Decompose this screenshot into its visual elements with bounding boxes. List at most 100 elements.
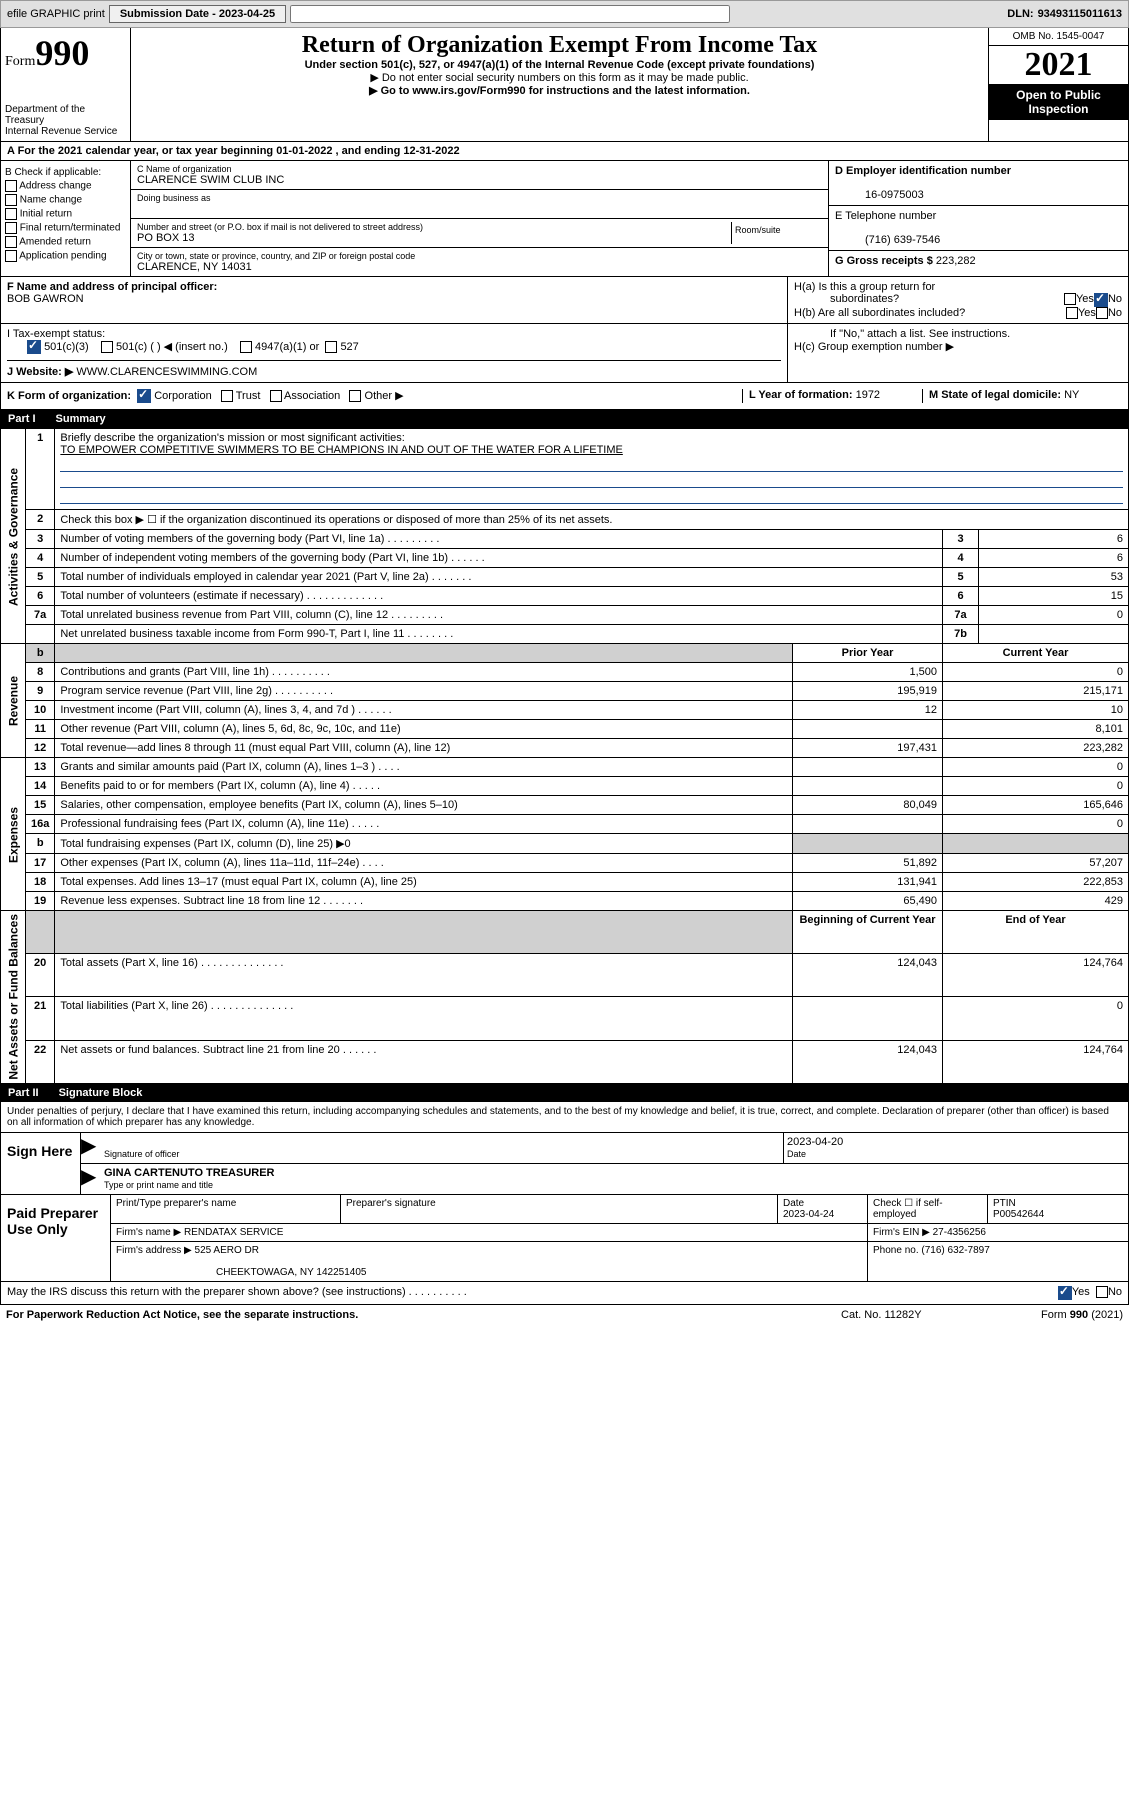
hdr-prior: Prior Year bbox=[793, 644, 943, 663]
firm-city: CHEEKTOWAGA, NY 142251405 bbox=[116, 1267, 366, 1278]
disclaimer: Under penalties of perjury, I declare th… bbox=[0, 1102, 1129, 1133]
c17: 57,207 bbox=[943, 854, 1129, 873]
j-label: J Website: ▶ bbox=[7, 366, 73, 378]
line-11: Other revenue (Part VIII, column (A), li… bbox=[55, 720, 793, 739]
c19: 429 bbox=[943, 892, 1129, 911]
check-yes-irs[interactable] bbox=[1058, 1286, 1072, 1300]
dept-label: Department of the Treasury Internal Reve… bbox=[5, 74, 126, 137]
p21 bbox=[793, 997, 943, 1040]
sign-here-section: Sign Here ▶ Signature of officer 2023-04… bbox=[0, 1133, 1129, 1195]
val-3: 6 bbox=[979, 530, 1129, 549]
check-527[interactable] bbox=[325, 341, 337, 353]
ha-label: H(a) Is this a group return for bbox=[794, 281, 1122, 293]
hb-label: H(b) Are all subordinates included? bbox=[794, 307, 1066, 319]
c-label: C Name of organization bbox=[137, 164, 822, 174]
check-self-employed[interactable]: Check ☐ if self-employed bbox=[868, 1195, 988, 1223]
ptin-label: PTIN bbox=[993, 1198, 1016, 1209]
check-trust[interactable] bbox=[221, 390, 233, 402]
p14 bbox=[793, 777, 943, 796]
top-input[interactable] bbox=[290, 5, 730, 23]
c9: 215,171 bbox=[943, 682, 1129, 701]
c12: 223,282 bbox=[943, 739, 1129, 758]
hdr-current: Current Year bbox=[943, 644, 1129, 663]
submission-date-btn[interactable]: Submission Date - 2023-04-25 bbox=[109, 5, 286, 23]
form-subtitle-2: ▶ Do not enter social security numbers o… bbox=[141, 71, 978, 84]
line-2: Check this box ▶ ☐ if the organization d… bbox=[55, 510, 1129, 530]
line-14: Benefits paid to or for members (Part IX… bbox=[55, 777, 793, 796]
city-value: CLARENCE, NY 14031 bbox=[137, 261, 822, 273]
footer-cat: Cat. No. 11282Y bbox=[841, 1309, 1041, 1321]
summary-table: Activities & Governance 1 Briefly descri… bbox=[0, 428, 1129, 1084]
b-label: B Check if applicable: bbox=[5, 167, 126, 178]
tax-year: 2021 bbox=[989, 46, 1128, 84]
form-title: Return of Organization Exempt From Incom… bbox=[141, 32, 978, 59]
dln-value: 93493115011613 bbox=[1038, 8, 1122, 20]
type-name-label: Type or print name and title bbox=[104, 1180, 213, 1190]
line-21: Total liabilities (Part X, line 26) . . … bbox=[55, 997, 793, 1040]
c13: 0 bbox=[943, 758, 1129, 777]
form-subtitle-1: Under section 501(c), 527, or 4947(a)(1)… bbox=[141, 59, 978, 71]
line-7a: Total unrelated business revenue from Pa… bbox=[55, 606, 943, 625]
check-pending[interactable]: Application pending bbox=[5, 250, 126, 262]
m-label: M State of legal domicile: bbox=[929, 389, 1061, 401]
prep-date-label: Date bbox=[783, 1198, 804, 1209]
sig-officer-label: Signature of officer bbox=[104, 1149, 179, 1159]
check-501c[interactable] bbox=[101, 341, 113, 353]
c20: 124,764 bbox=[943, 954, 1129, 997]
line-3: Number of voting members of the governin… bbox=[55, 530, 943, 549]
check-final[interactable]: Final return/terminated bbox=[5, 222, 126, 234]
city-label: City or town, state or province, country… bbox=[137, 251, 822, 261]
p11 bbox=[793, 720, 943, 739]
officer-name: BOB GAWRON bbox=[7, 293, 84, 305]
check-corp[interactable] bbox=[137, 389, 151, 403]
check-assoc[interactable] bbox=[270, 390, 282, 402]
footer-form: Form 990 (2021) bbox=[1041, 1309, 1123, 1321]
c11: 8,101 bbox=[943, 720, 1129, 739]
check-address[interactable]: Address change bbox=[5, 180, 126, 192]
side-expenses: Expenses bbox=[1, 758, 26, 911]
p12: 197,431 bbox=[793, 739, 943, 758]
check-4947[interactable] bbox=[240, 341, 252, 353]
val-5: 53 bbox=[979, 568, 1129, 587]
receipts-value: 223,282 bbox=[936, 255, 976, 267]
line-20: Total assets (Part X, line 16) . . . . .… bbox=[55, 954, 793, 997]
section-b: B Check if applicable: Address change Na… bbox=[0, 161, 1129, 277]
paid-preparer-section: Paid Preparer Use Only Print/Type prepar… bbox=[0, 1195, 1129, 1282]
line-15: Salaries, other compensation, employee b… bbox=[55, 796, 793, 815]
arrow-icon: ▶ bbox=[81, 1164, 101, 1194]
part-2-header: Part II Signature Block bbox=[0, 1084, 1129, 1102]
line-16a: Professional fundraising fees (Part IX, … bbox=[55, 815, 793, 834]
c10: 10 bbox=[943, 701, 1129, 720]
footer-left: For Paperwork Reduction Act Notice, see … bbox=[6, 1309, 841, 1321]
c16a: 0 bbox=[943, 815, 1129, 834]
prep-name-label: Print/Type preparer's name bbox=[116, 1198, 236, 1209]
org-name: CLARENCE SWIM CLUB INC bbox=[137, 174, 822, 186]
val-7a: 0 bbox=[979, 606, 1129, 625]
firm-ein: 27-4356256 bbox=[933, 1227, 986, 1238]
c14: 0 bbox=[943, 777, 1129, 796]
c22: 124,764 bbox=[943, 1040, 1129, 1083]
c18: 222,853 bbox=[943, 873, 1129, 892]
phone-value: (716) 639-7546 bbox=[835, 234, 940, 246]
p8: 1,500 bbox=[793, 663, 943, 682]
side-revenue: Revenue bbox=[1, 644, 26, 758]
p19: 65,490 bbox=[793, 892, 943, 911]
row-fh: F Name and address of principal officer:… bbox=[0, 277, 1129, 324]
efile-label: efile GRAPHIC print bbox=[7, 8, 105, 20]
check-amended[interactable]: Amended return bbox=[5, 236, 126, 248]
check-other[interactable] bbox=[349, 390, 361, 402]
line-16b: Total fundraising expenses (Part IX, col… bbox=[55, 834, 793, 854]
line-8: Contributions and grants (Part VIII, lin… bbox=[55, 663, 793, 682]
check-501c3[interactable] bbox=[27, 340, 41, 354]
p16a bbox=[793, 815, 943, 834]
check-name[interactable]: Name change bbox=[5, 194, 126, 206]
website-value: WWW.CLARENCESWIMMING.COM bbox=[76, 366, 257, 378]
p9: 195,919 bbox=[793, 682, 943, 701]
sign-here-label: Sign Here bbox=[1, 1133, 81, 1194]
line-13: Grants and similar amounts paid (Part IX… bbox=[55, 758, 793, 777]
f-label: F Name and address of principal officer: bbox=[7, 281, 217, 293]
firm-phone: (716) 632-7897 bbox=[921, 1245, 989, 1256]
check-initial[interactable]: Initial return bbox=[5, 208, 126, 220]
ptin-value: P00542644 bbox=[993, 1209, 1044, 1220]
check-no-irs[interactable] bbox=[1096, 1286, 1108, 1298]
